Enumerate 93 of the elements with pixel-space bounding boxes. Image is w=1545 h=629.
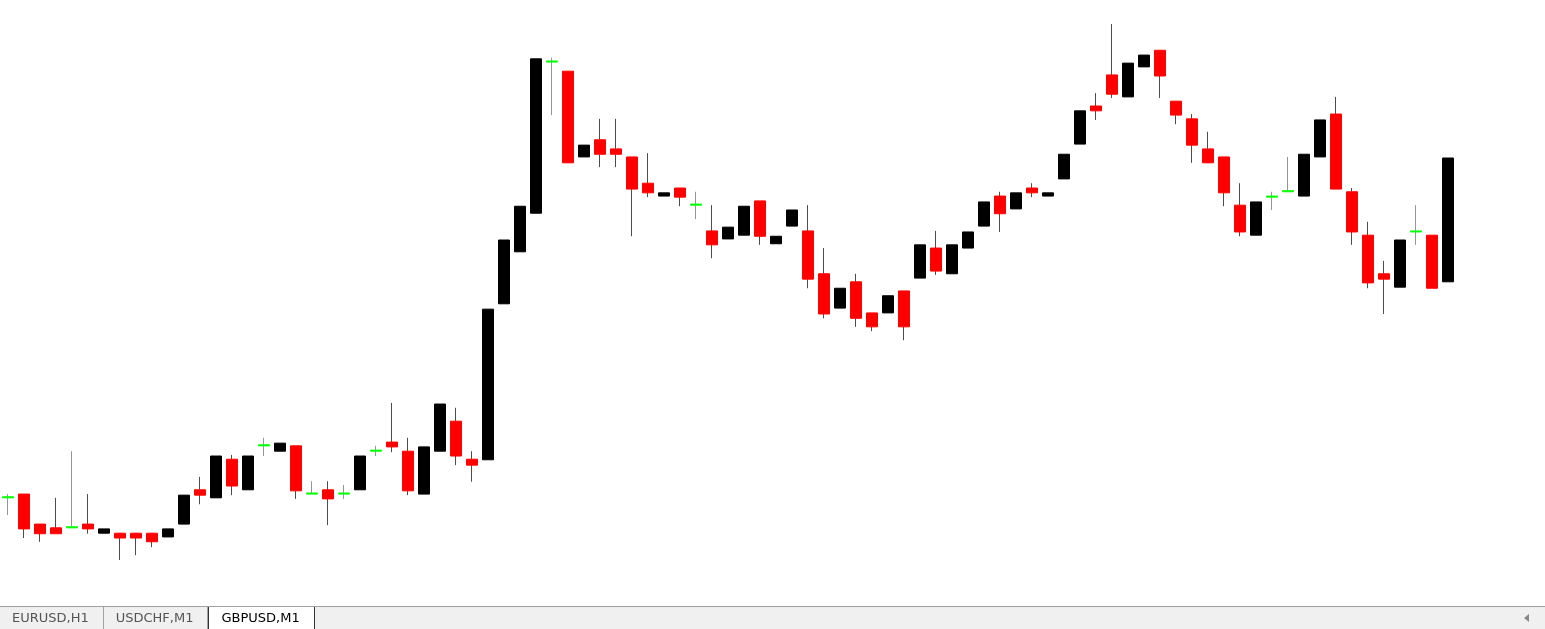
candlestick [1442, 157, 1454, 283]
candlestick [1186, 113, 1198, 164]
candlestick [610, 118, 622, 168]
candlestick [482, 308, 494, 461]
candlestick [1154, 49, 1166, 99]
candlestick [82, 493, 94, 535]
candlestick [658, 192, 670, 197]
candlestick [242, 455, 254, 491]
candlestick [418, 446, 430, 495]
candlestick [146, 532, 158, 548]
candlestick [450, 407, 462, 466]
candlestick [1250, 201, 1262, 236]
candlestick [1170, 100, 1182, 125]
candlestick [386, 402, 398, 453]
candlestick [738, 205, 750, 236]
candlestick [466, 450, 478, 483]
candlestick [1106, 23, 1118, 99]
candlestick [1426, 234, 1438, 289]
candlestick [866, 312, 878, 332]
candlestick [770, 235, 782, 245]
candlestick [1218, 156, 1230, 207]
candlestick [258, 437, 270, 457]
candlestick [930, 230, 942, 276]
candlestick [1042, 192, 1054, 197]
candlestick [306, 480, 318, 495]
candlestick [114, 532, 126, 561]
candlestick [1138, 54, 1150, 68]
candlestick [818, 247, 830, 319]
candlestick [18, 493, 30, 539]
candlestick [66, 450, 78, 529]
candlestick [210, 455, 222, 499]
candlestick [1298, 153, 1310, 197]
candlestick [690, 191, 702, 220]
candlestick [642, 152, 654, 198]
candlestick [1122, 62, 1134, 98]
candlestick [2, 493, 14, 516]
candlestick [562, 70, 574, 164]
candlestick [706, 204, 718, 259]
candlestick [626, 156, 638, 237]
candlestick [914, 244, 926, 279]
candlestick [578, 144, 590, 158]
candlestick [226, 454, 238, 496]
candlestick [162, 528, 174, 538]
candlestick [498, 239, 510, 305]
candlestick [1266, 191, 1278, 211]
candlestick [722, 226, 734, 240]
candlestick [1202, 131, 1214, 164]
candlestick [1074, 110, 1086, 145]
candlestick [946, 244, 958, 275]
candlestick [978, 201, 990, 227]
candlestick [1058, 153, 1070, 180]
candlestick [34, 523, 46, 543]
candlestick [370, 445, 382, 457]
candlestick [594, 118, 606, 168]
candlestick [354, 455, 366, 491]
candlestick [178, 494, 190, 525]
candlestick [754, 200, 766, 246]
candlestick [514, 205, 526, 253]
candlestick [1234, 182, 1246, 237]
candlestick [1314, 119, 1326, 158]
candlestick [1378, 260, 1390, 315]
candlestick [994, 191, 1006, 233]
candlestick [1330, 96, 1342, 190]
candlestick [338, 484, 350, 500]
text: EURUSD,H1 [0, 607, 104, 629]
candlestick [1346, 187, 1358, 246]
candlestick [1362, 221, 1374, 289]
candlestick [98, 528, 110, 534]
candlestick [850, 273, 862, 328]
candlestick [962, 231, 974, 249]
candlestick [402, 437, 414, 496]
text: USDCHF,M1 [103, 607, 209, 629]
candlestick [834, 287, 846, 309]
candlestick [322, 480, 334, 526]
candlestick [434, 403, 446, 452]
candlestick [1410, 204, 1422, 246]
candlestick [1090, 92, 1102, 121]
candlestick [530, 58, 542, 214]
candlestick [898, 290, 910, 341]
candlestick [1026, 182, 1038, 198]
candlestick [1282, 156, 1294, 193]
candlestick [1394, 239, 1406, 288]
candlestick [1010, 192, 1022, 210]
candlestick [50, 497, 62, 535]
candlestick [546, 57, 558, 116]
candlestick [786, 209, 798, 227]
candlestick [130, 532, 142, 556]
candlestick [674, 187, 686, 207]
candlestick [194, 476, 206, 505]
candlestick [274, 442, 286, 452]
candlestick [290, 445, 302, 500]
candlestick [802, 204, 814, 289]
candlestick [882, 295, 894, 314]
